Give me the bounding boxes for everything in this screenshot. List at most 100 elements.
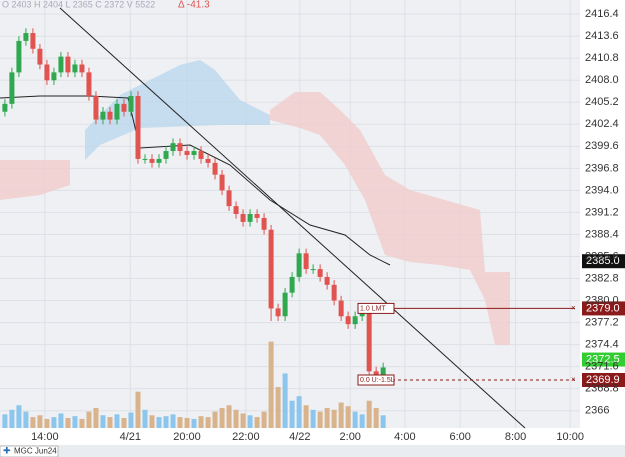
volume-bar [352,411,358,428]
candle-body [121,103,127,112]
candle-body [170,143,176,152]
candle-body [51,72,57,81]
volume-bar [93,408,99,428]
cloud-bearish [0,160,70,200]
candle-body [79,64,85,73]
volume-bar [135,391,141,428]
order-box [357,374,395,386]
moving-average [0,95,391,266]
ohlc-header: O 2403 H 2404 L 2365 C 2372 V 5522 [2,0,155,9]
order-label: 1.0 LMT [360,305,386,312]
candle-body [149,158,155,163]
y-tick-label: 2416.4 [585,8,619,20]
symbol-tab[interactable] [0,445,59,457]
candle-body [359,312,365,317]
candle-body [366,312,372,372]
candle-body [198,151,204,159]
candle-body [100,111,106,120]
candle-body [303,253,309,270]
candle-body [37,48,43,65]
volume-bar [359,414,365,428]
x-tick-label: 4/21 [120,431,141,443]
candle-body [240,214,246,222]
y-tick-label: 2385.6 [585,250,619,262]
y-tick-label: 2366 [585,405,609,417]
candle-body [282,292,288,317]
volume-bar [310,409,316,428]
price-tag-label: 2385.0 [586,255,620,267]
volume-bar [338,402,344,428]
volume-bar [317,411,323,428]
candle-body [254,214,260,218]
volume-bar [282,373,288,428]
candle-body [233,206,239,214]
candle-body [44,64,50,81]
candle-body [2,103,8,112]
volume-bar [247,415,253,428]
price-tag-label: 2372.5 [586,353,620,365]
y-tick-label: 2405.2 [585,96,619,108]
y-tick-label: 2399.6 [585,140,619,152]
volume-bar [205,417,211,428]
candle-body [9,72,15,104]
volume-bar [268,341,274,428]
candle-body [247,214,253,222]
candle-body [93,95,99,120]
order-label: 0.0 U:-1.5L [360,377,395,384]
x-tick-label: 10:00 [556,431,584,443]
candle-body [380,367,386,380]
candle-body [135,95,141,159]
change-header: Δ -41.3 [178,0,210,11]
candle-body [219,174,225,191]
volume-bar [30,417,36,428]
price-axis [580,0,625,445]
volume-bar [219,408,225,428]
candle-body [268,229,274,309]
y-tick-label: 2374.4 [585,339,619,351]
price-tag [582,301,625,316]
volume-bar [37,415,43,428]
volume-bar [149,415,155,428]
volume-bar [191,418,197,428]
y-tick-label: 2371.6 [585,361,619,373]
candle-body [30,33,36,49]
x-tick-label: 20:00 [173,431,201,443]
x-tick-label: 2:00 [340,431,361,443]
volume-bar [86,411,92,428]
cloud-bullish [85,60,270,160]
volume-bar [261,411,267,428]
y-tick-label: 2377.2 [585,316,619,328]
x-tick-label: 14:00 [31,431,59,443]
volume-bar [2,414,8,428]
plus-icon[interactable]: ✚ [3,445,11,455]
volume-bar [380,415,386,428]
volume-bar [79,418,85,428]
price-tag [582,373,625,388]
candle-body [212,162,218,175]
candle-body [184,151,190,155]
volume-bar [198,416,204,428]
volume-bar [303,405,309,428]
volume-bar [51,417,57,428]
volume-bar [184,418,190,428]
volume-bar [254,417,260,428]
volume-bar [226,405,232,428]
price-tag [582,254,625,269]
price-tag-label: 2369.9 [586,374,620,386]
y-tick-label: 2382.8 [585,272,619,284]
volume-bar [23,411,29,428]
volume-bar [331,409,337,428]
y-tick-label: 2410.8 [585,52,619,64]
candle-body [324,276,330,285]
candle-body [128,95,134,112]
candle-body [58,56,64,73]
symbol-label[interactable]: MGC Jun24 [14,447,57,456]
volume-bar [58,413,64,428]
y-tick-label: 2380.0 [585,294,619,306]
volume-bar [289,400,295,428]
volume-bar [373,408,379,428]
price-tag [582,352,625,367]
order-cancel: × [571,375,576,384]
x-tick-label: 8:00 [505,431,526,443]
volume [2,341,386,428]
